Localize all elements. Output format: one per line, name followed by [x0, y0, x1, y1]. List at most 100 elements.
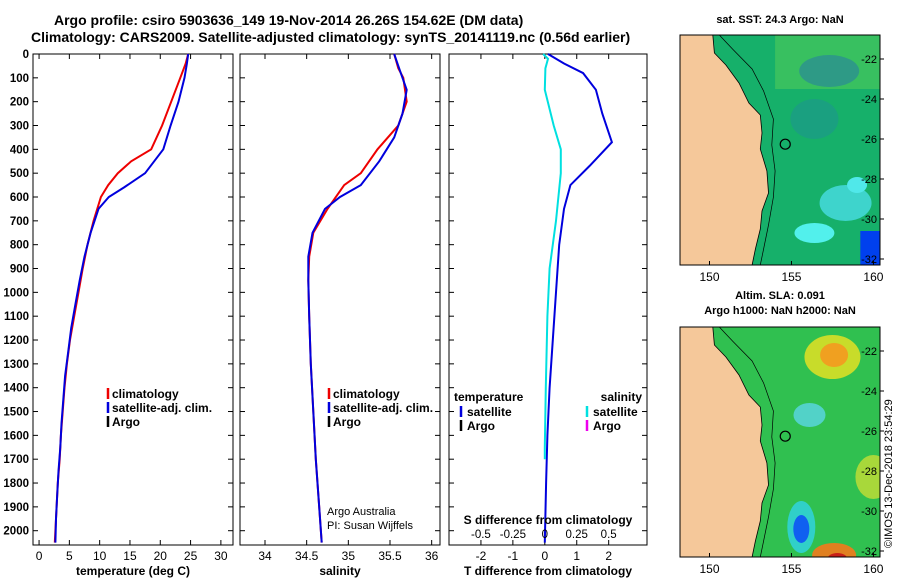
sst-cold-corner — [860, 231, 880, 265]
depth-tick-label: 1300 — [3, 359, 29, 371]
x-tick-label: 10 — [93, 549, 107, 563]
legend-label: satellite — [593, 405, 638, 419]
temperature-plot-frame — [32, 53, 234, 546]
lat-tick-label: -26 — [861, 426, 877, 438]
difference-axis-label: T difference from climatology — [464, 564, 632, 578]
legend-title: temperature — [454, 390, 524, 404]
depth-tick-label: 0 — [23, 49, 29, 61]
temperature-axis-label: temperature (deg C) — [76, 564, 190, 578]
depth-tick-label: 1200 — [3, 335, 29, 347]
sst-patch — [799, 55, 860, 87]
lon-tick-label: 160 — [863, 270, 883, 284]
sst-map: -22 -24 -26 -28 -30 -32 150 155 160 — [679, 34, 884, 284]
map-frame — [679, 34, 881, 266]
lat-tick-label: -24 — [861, 386, 877, 398]
lat-tick-label: -24 — [861, 94, 877, 106]
x-tick-label: 0 — [541, 549, 548, 563]
x-tick-label: 30 — [214, 549, 228, 563]
temperature-panel: 0100200300400500600700800900100011001200… — [3, 49, 234, 578]
argo-credit-text: PI: Susan Wijffels — [327, 520, 413, 532]
difference-series-s-satellite — [542, 53, 562, 460]
depth-tick-label: 800 — [10, 240, 29, 252]
depth-tick-label: 1000 — [3, 287, 29, 299]
legend-label: Argo — [333, 415, 361, 429]
sla-map: -22 -24 -26 -28 -30 -32 150 155 160 — [679, 326, 884, 576]
legend-label: Argo — [112, 415, 140, 429]
lat-tick-label: -28 — [861, 466, 877, 478]
legend-title: salinity — [601, 390, 643, 404]
x-tick-label: 5 — [66, 549, 73, 563]
map-content — [680, 35, 880, 265]
lat-tick-label: -32 — [861, 254, 877, 266]
x-tick-label: 36 — [425, 549, 439, 563]
sst-patch — [790, 99, 839, 139]
depth-tick-label: 600 — [10, 192, 29, 204]
depth-tick-label: 1900 — [3, 502, 29, 514]
depth-tick-label: 300 — [10, 121, 29, 133]
lat-tick-label: -30 — [861, 214, 877, 226]
x-tick-label: 20 — [154, 549, 168, 563]
x-tick-label: 35 — [342, 549, 356, 563]
sla-map-title-2: Argo h1000: NaN h2000: NaN — [704, 305, 856, 317]
float-position-marker — [779, 138, 791, 150]
lon-tick-label: 150 — [699, 270, 719, 284]
x-tick-label: 15 — [123, 549, 137, 563]
x-tick-label: 34.5 — [295, 549, 319, 563]
lat-tick-label: -26 — [861, 134, 877, 146]
sst-cool-patch — [847, 177, 868, 193]
sst-cool-patch — [794, 223, 835, 243]
lat-tick-label: -28 — [861, 174, 877, 186]
x-tick-label: 1 — [573, 549, 580, 563]
australia-landmass — [680, 35, 769, 265]
australia-landmass — [680, 327, 769, 557]
legend-label: Argo — [467, 419, 495, 433]
float-position-marker — [779, 430, 791, 442]
x2-tick-label: -0.25 — [500, 529, 526, 541]
legend-label: satellite — [467, 405, 512, 419]
legend-label: satellite-adj. clim. — [333, 401, 433, 415]
x-tick-label: -1 — [508, 549, 519, 563]
salinity-series-satellite-adj-clim- — [307, 53, 408, 543]
sla-high-core — [827, 553, 847, 557]
depth-tick-label: 1100 — [4, 311, 29, 323]
depth-tick-label: 1600 — [3, 430, 29, 442]
lon-tick-label: 160 — [863, 562, 883, 576]
depth-tick-label: 700 — [10, 216, 29, 228]
x-tick-label: 0 — [36, 549, 43, 563]
sla-low-core — [793, 515, 810, 543]
depth-tick-label: 200 — [10, 97, 29, 109]
depth-tick-label: 400 — [10, 144, 29, 156]
lat-tick-label: -32 — [861, 546, 877, 558]
x2-tick-label: -0.5 — [471, 529, 491, 541]
x-tick-label: 2 — [605, 549, 612, 563]
legend-label: climatology — [333, 387, 400, 401]
lon-tick-label: 155 — [781, 562, 801, 576]
salinity-panel: 34 34.5 35 35.5 36 salinity climatologysatelli… — [239, 53, 441, 578]
depth-tick-label: 900 — [10, 264, 29, 276]
x2-tick-label: 0.25 — [566, 529, 588, 541]
difference-axis-label-2: S difference from climatology — [464, 513, 633, 527]
x-tick-label: 35.5 — [378, 549, 402, 563]
sla-high — [855, 455, 880, 499]
shelf-contour — [719, 35, 776, 265]
argo-credit-text: Argo Australia — [327, 506, 396, 518]
lat-tick-label: -30 — [861, 506, 877, 518]
map-frame — [679, 326, 881, 558]
difference-series-t-satellite — [543, 53, 614, 543]
depth-tick-label: 1800 — [3, 478, 29, 490]
legend-label: Argo — [593, 419, 621, 433]
sst-map-title: sat. SST: 24.3 Argo: NaN — [716, 14, 844, 26]
x-tick-label: -2 — [476, 549, 487, 563]
sla-map-title-1: Altim. SLA: 0.091 — [735, 290, 825, 302]
sst-cool-patch — [819, 185, 872, 221]
map-content — [680, 327, 880, 557]
depth-tick-label: 100 — [10, 73, 29, 85]
x-tick-label: 34 — [258, 549, 272, 563]
salinity-plot-frame — [239, 53, 441, 546]
x-tick-label: 25 — [184, 549, 198, 563]
sla-high-core — [820, 343, 849, 367]
temperature-series-satellite-adj-clim- — [54, 53, 190, 543]
depth-tick-label: 2000 — [3, 526, 29, 538]
depth-tick-label: 1500 — [3, 407, 29, 419]
